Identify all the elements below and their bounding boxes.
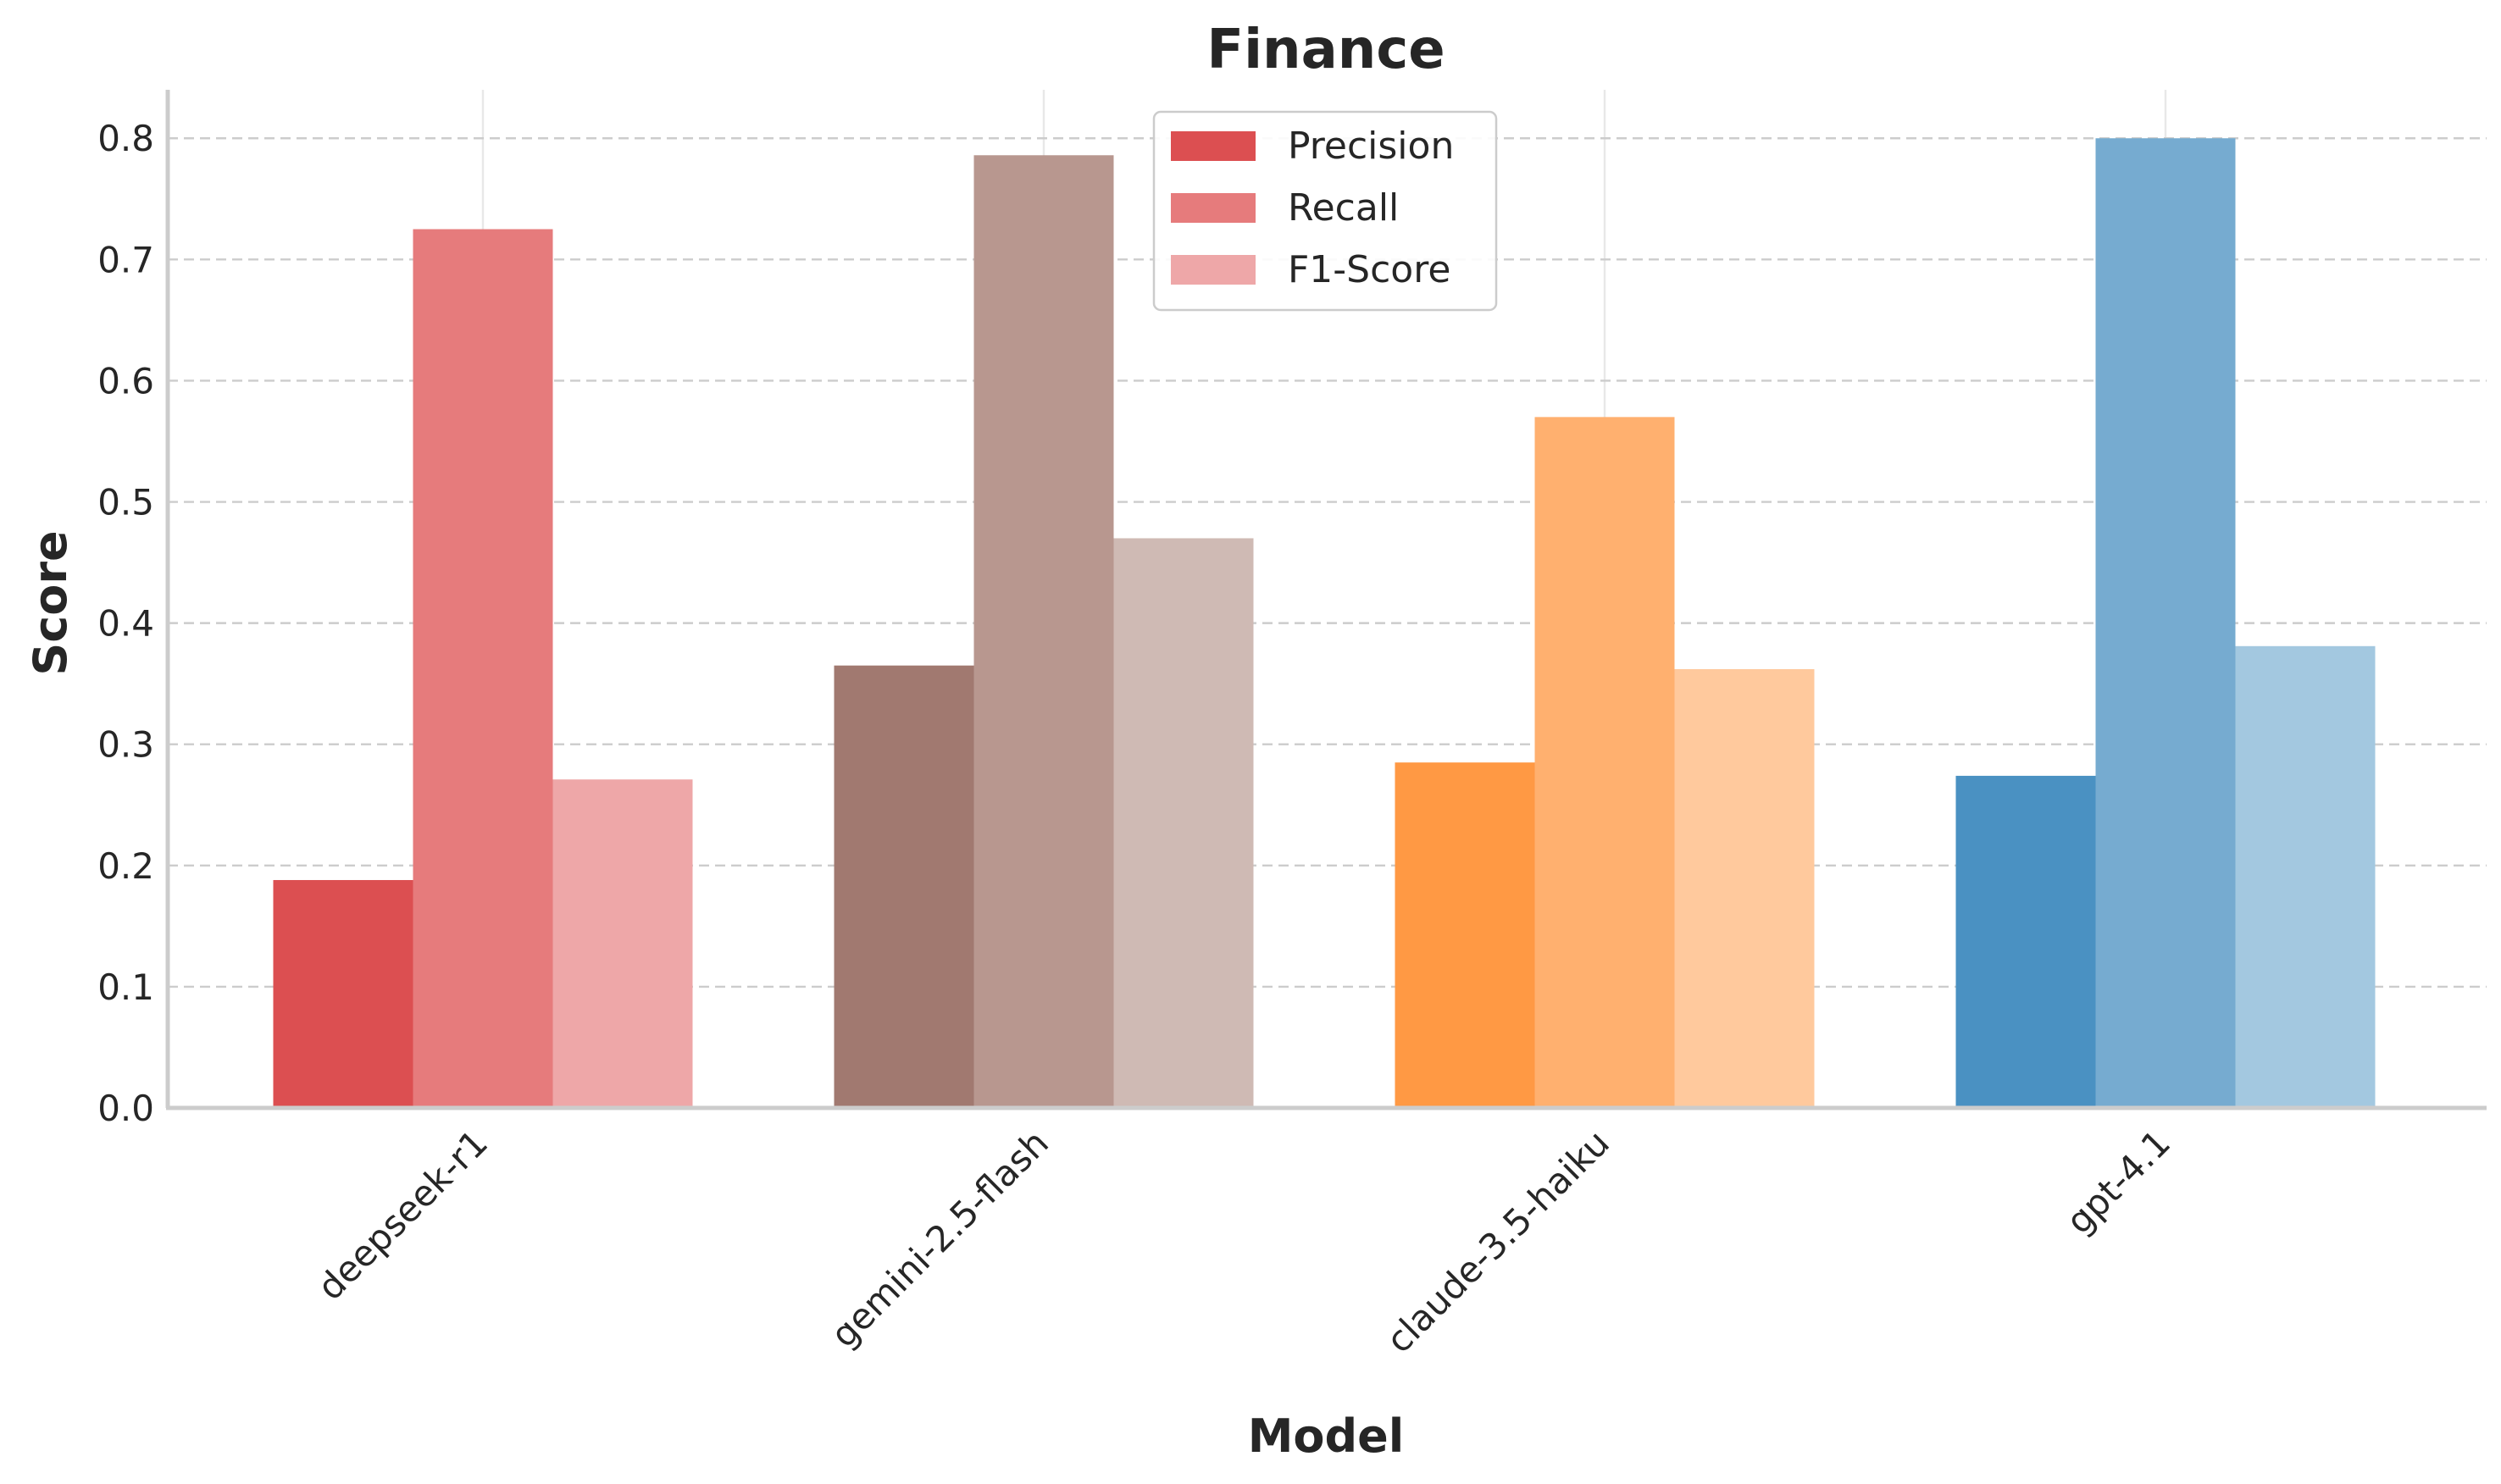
y-axis-title: Score [24, 530, 77, 675]
y-tick-label: 0.5 [97, 482, 154, 523]
bar-gemini-2.5-flash-f1-score [1113, 538, 1254, 1108]
legend-swatch-f1-score [1171, 255, 1256, 285]
x-tick-label: gemini-2.5-flash [823, 1121, 1056, 1355]
legend-swatch-recall [1171, 193, 1256, 223]
x-tick-label: gpt-4.1 [2058, 1121, 2178, 1242]
axes [165, 90, 2487, 1110]
y-tick-label: 0.3 [97, 724, 154, 766]
y-tick-label: 0.6 [97, 360, 154, 401]
bar-claude-3.5-haiku-precision [1395, 762, 1535, 1108]
y-tick-label: 0.4 [97, 603, 154, 645]
bar-gpt-4.1-recall [2095, 138, 2236, 1109]
bars [273, 138, 2376, 1109]
legend-label: F1-Score [1288, 248, 1450, 291]
x-tick-label: claude-3.5-haiku [1378, 1121, 1617, 1360]
chart-title: Finance [1206, 19, 1445, 81]
bar-gpt-4.1-f1-score [2235, 645, 2376, 1108]
bar-gpt-4.1-precision [1955, 775, 2096, 1108]
y-tick-label: 0.0 [97, 1088, 154, 1129]
y-tick-label: 0.2 [97, 845, 154, 887]
bar-deepseek-r1-recall [413, 229, 553, 1108]
bar-claude-3.5-haiku-f1-score [1674, 668, 1815, 1108]
x-tick-label: deepseek-r1 [309, 1121, 496, 1308]
legend-label: Recall [1288, 186, 1399, 230]
y-tick-label: 0.7 [97, 239, 154, 280]
bar-claude-3.5-haiku-recall [1534, 417, 1675, 1108]
bar-gemini-2.5-flash-precision [834, 665, 974, 1108]
bar-gemini-2.5-flash-recall [973, 155, 1114, 1108]
legend-label: Precision [1288, 125, 1454, 168]
y-tick-label: 0.1 [97, 966, 154, 1008]
y-tick-label: 0.8 [97, 118, 154, 159]
bar-deepseek-r1-f1-score [552, 779, 693, 1108]
legend: Precision Recall F1-Score [1152, 110, 1498, 312]
x-tick-labels: deepseek-r1 gemini-2.5-flash claude-3.5-ha… [309, 1121, 2178, 1360]
bar-deepseek-r1-precision [273, 879, 413, 1108]
x-axis-title: Model [1248, 1409, 1405, 1463]
y-tick-labels: 0.0 0.1 0.2 0.3 0.4 0.5 0.6 0.7 0.8 [97, 118, 154, 1129]
legend-swatch-precision [1171, 131, 1256, 161]
